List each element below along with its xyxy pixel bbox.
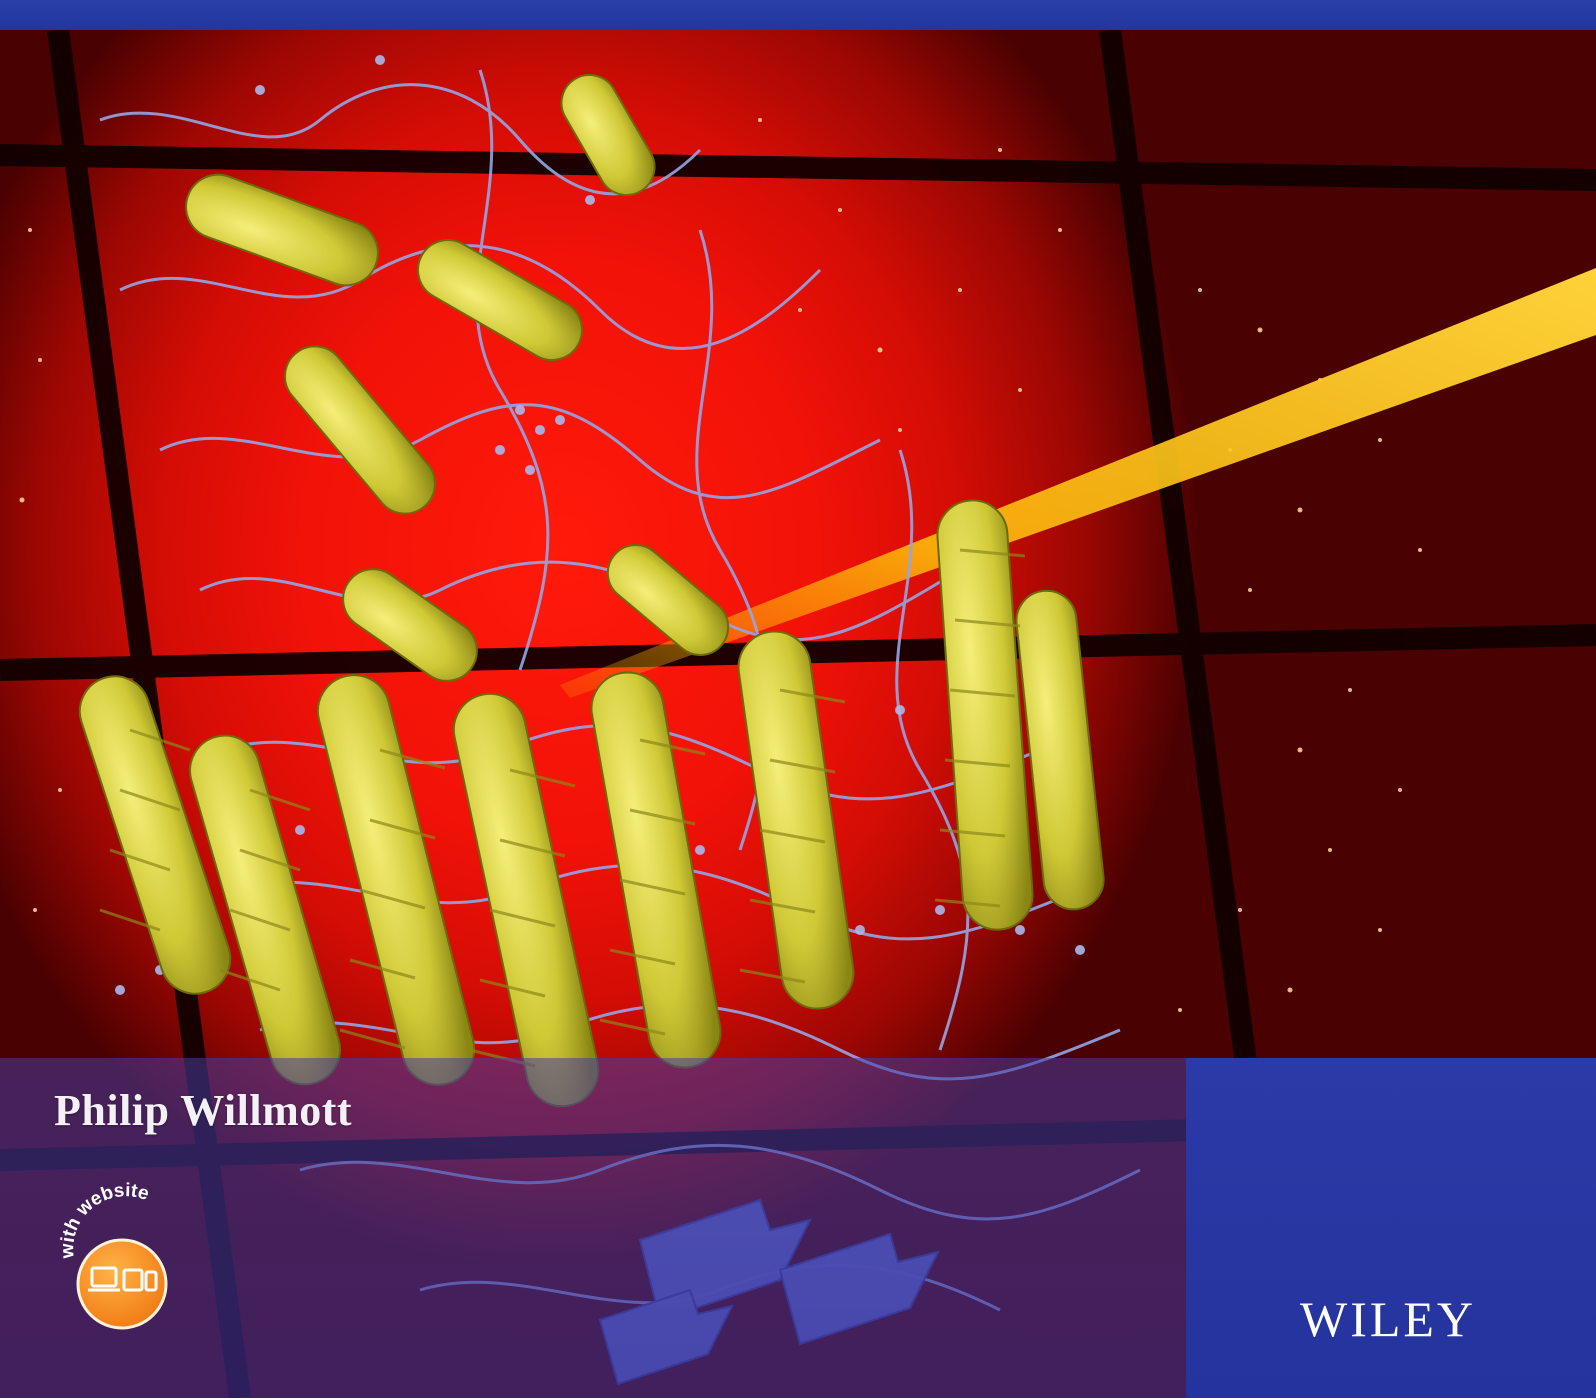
publisher-logo: WILEY (1300, 1291, 1477, 1347)
author-name: Philip Willmott (54, 1086, 353, 1135)
devices-icon (88, 1266, 158, 1292)
top-blue-bar (0, 0, 1596, 30)
publisher-panel (1186, 1058, 1596, 1398)
bottom-overlay-band (0, 1058, 1186, 1398)
website-badge: with website (56, 1180, 196, 1330)
